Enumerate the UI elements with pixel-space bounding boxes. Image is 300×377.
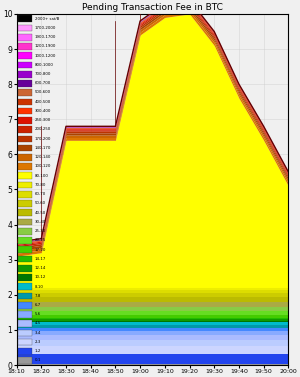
Title: Pending Transaction Fee in BTC: Pending Transaction Fee in BTC	[82, 3, 223, 12]
